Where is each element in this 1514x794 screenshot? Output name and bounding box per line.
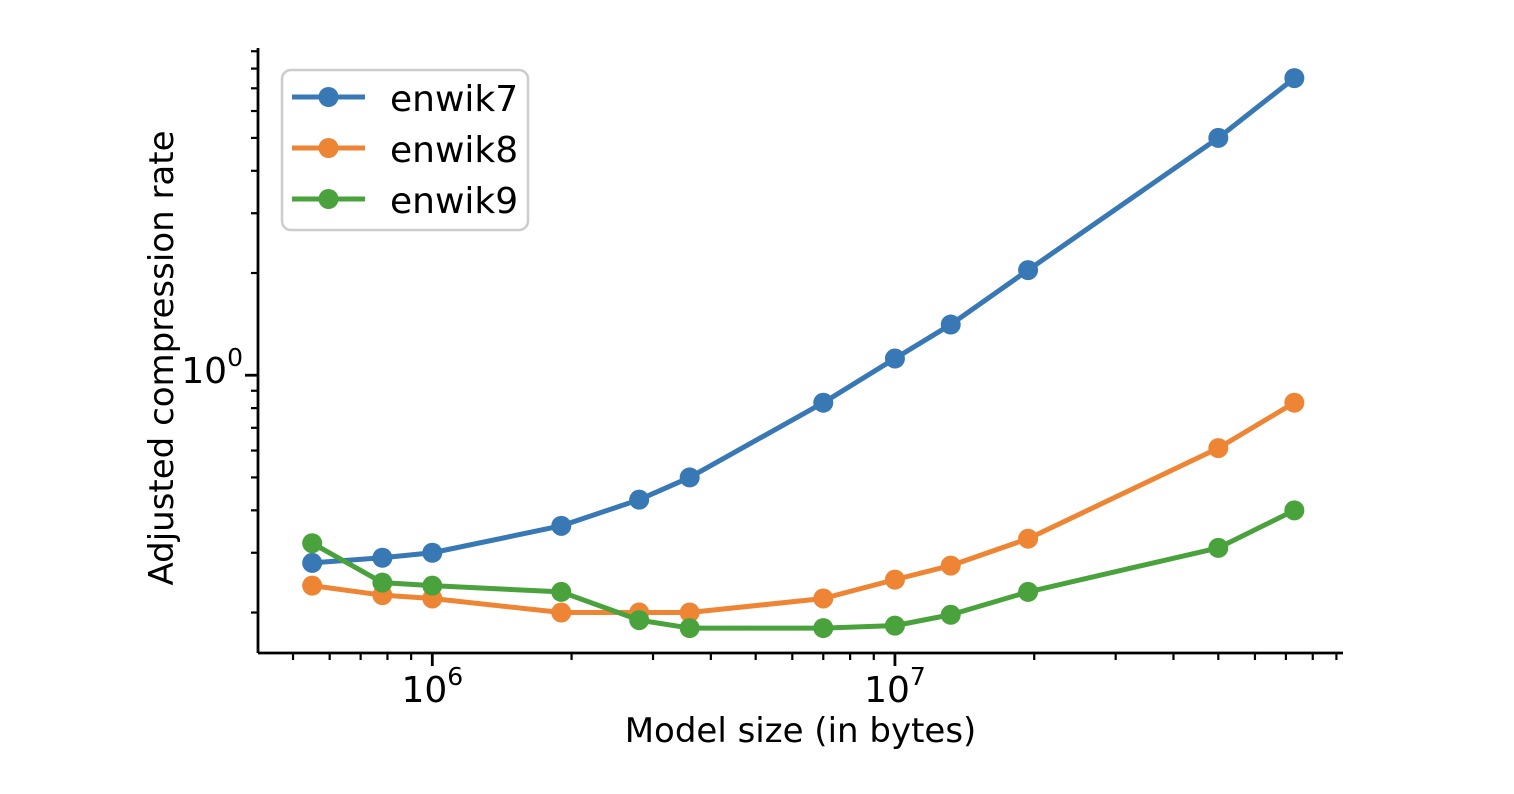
series-enwik9-point [1208,537,1229,558]
legend-marker-icon [318,189,339,209]
legend-entry-enwik9: enwik9 [292,181,518,222]
series-enwik8-point [884,569,905,590]
x-axis-label: Model size (in bytes) [624,711,977,751]
series-enwik8-point [551,602,572,623]
x-tick-label: 107 [864,662,926,711]
series-enwik8-point [302,575,323,596]
tick-labels: 106 107 100 [181,343,926,711]
legend: enwik7 enwik8 enwik9 [280,68,530,232]
series-enwik8-point [679,602,700,623]
series-enwik9-point [1018,581,1039,602]
legend-label: enwik7 [390,79,518,120]
series-enwik9-point [372,572,393,593]
legend-label: enwik9 [390,181,518,222]
series-enwik9-point [551,581,572,602]
series-enwik8-point [813,588,834,609]
series-enwik8-line [309,400,1297,616]
series-enwik7-point [1284,68,1305,89]
y-axis-label: Adjusted compression rate [142,130,182,586]
series-enwik7-point [679,467,700,488]
series-enwik7 [302,68,1305,573]
legend-box [280,68,530,232]
series-enwik9-point [813,618,834,639]
data-series-layer [302,68,1305,639]
legend-marker-icon [318,87,339,107]
axis-spines [256,48,1343,655]
legend-entry-enwik7: enwik7 [292,79,518,120]
series-enwik9-point [884,615,905,636]
x-tick-label: 106 [401,662,463,711]
series-enwik7-point [884,348,905,369]
series-enwik7-point [302,552,323,573]
series-enwik7-point [940,314,961,335]
series-enwik7-point [629,489,650,510]
series-enwik7-point [551,515,572,536]
series-enwik8-point [1018,528,1039,549]
series-enwik9-point [302,533,323,554]
series-enwik8-point [1284,392,1305,413]
y-tick-label: 100 [181,343,243,392]
series-enwik7-point [1018,260,1039,281]
legend-entry-enwik8: enwik8 [292,130,518,171]
series-enwik9-point [422,575,443,596]
legend-label: enwik8 [390,130,518,171]
series-enwik9-point [679,618,700,639]
series-enwik7-point [372,547,393,568]
series-enwik9 [302,500,1305,639]
series-enwik7-point [813,392,834,413]
series-enwik7-point [422,542,443,563]
series-enwik9-point [629,610,650,631]
series-enwik8-point [940,555,961,576]
series-enwik7-point [1208,127,1229,148]
series-enwik9-point [1284,500,1305,521]
series-enwik8-point [1208,438,1229,459]
series-enwik8 [302,392,1305,623]
series-enwik9-point [940,604,961,625]
legend-marker-icon [318,138,339,158]
series-enwik9-line [309,507,1297,631]
